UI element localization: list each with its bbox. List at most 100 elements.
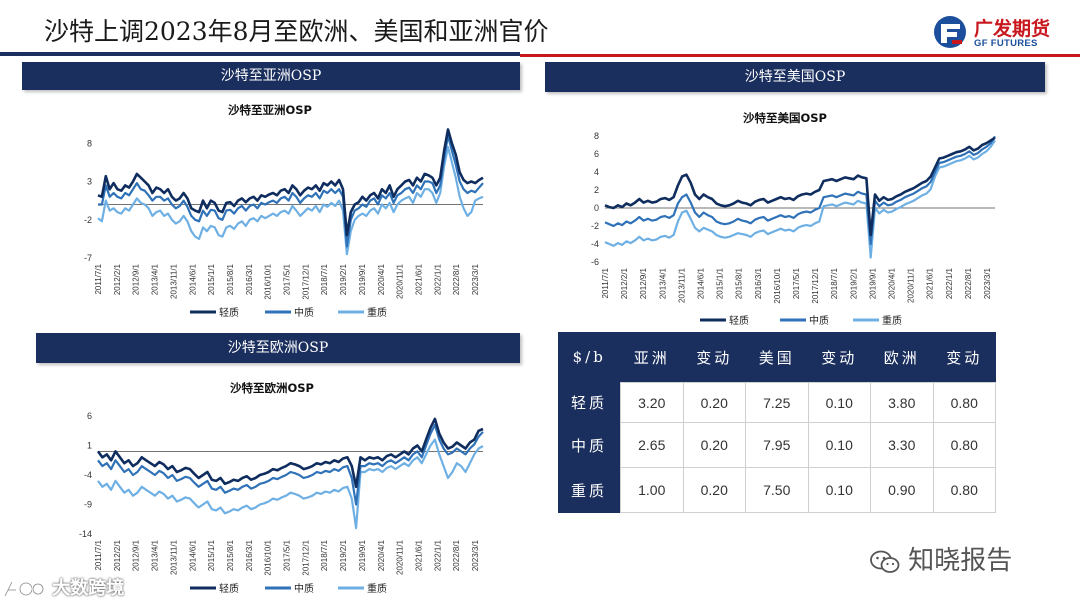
series-line-heavy xyxy=(97,438,484,530)
x-tick-label: 2022/1/1 xyxy=(945,267,954,299)
x-tick-label: 2014/6/1 xyxy=(188,263,197,295)
x-tick-label: 2017/5/1 xyxy=(792,267,801,299)
x-tick-label: 2016/10/1 xyxy=(264,539,273,575)
x-tick-label: 2016/3/1 xyxy=(245,539,254,571)
x-tick-label: 2012/9/1 xyxy=(132,539,141,571)
x-tick-label: 2021/6/1 xyxy=(414,539,423,571)
y-tick-label: 6 xyxy=(87,411,92,421)
dashu-logo-icon xyxy=(3,580,45,598)
logo-text-cn: 广发期货 xyxy=(974,18,1051,40)
series-line-light xyxy=(96,417,484,489)
table-header-row: $/b 亚洲 变动 美国 变动 欧洲 变动 xyxy=(558,332,996,383)
table-header-europe: 欧洲 xyxy=(870,332,933,383)
y-tick-label: -4 xyxy=(84,470,92,480)
x-tick-label: 2023/3/1 xyxy=(983,267,992,299)
x-tick-label: 2016/3/1 xyxy=(245,263,254,295)
x-tick-label: 2018/7/1 xyxy=(320,539,329,571)
x-tick-label: 2017/5/1 xyxy=(283,539,292,571)
table-cell: 1.00 xyxy=(620,467,684,513)
x-tick-label: 2022/1/1 xyxy=(433,539,442,571)
x-tick-label: 2020/11/1 xyxy=(396,263,405,299)
table-row-heavy: 重质 1.00 0.20 7.50 0.10 0.90 0.80 xyxy=(558,467,996,513)
table-header-asia: 亚洲 xyxy=(620,332,683,383)
table-header-change: 变动 xyxy=(933,332,996,383)
y-tick-label: -2 xyxy=(591,221,599,231)
x-tick-label: 2016/10/1 xyxy=(773,267,782,303)
company-logo: 广发期货 GF FUTURES xyxy=(930,12,1065,52)
watermark-zhixiao-text: 知晓报告 xyxy=(908,546,1013,576)
table-cell: 7.25 xyxy=(745,382,809,423)
series-line-medium xyxy=(604,135,996,246)
legend-label-medium: 中质 xyxy=(809,314,829,327)
chart-europe: -14 -9 -4 1 6 2011/7/1 2012/2/1 2012/9/1 2013/4/… xyxy=(79,411,484,595)
chart-title-us: 沙特至美国OSP xyxy=(743,111,827,125)
x-tick-label: 2019/9/1 xyxy=(358,539,367,571)
x-tick-label: 2016/3/1 xyxy=(754,267,763,299)
x-tick-label: 2022/8/1 xyxy=(452,263,461,295)
x-tick-label: 2023/3/1 xyxy=(471,539,480,571)
section-band-europe: 沙特至欧洲OSP xyxy=(36,333,520,363)
x-tick-label: 2011/7/1 xyxy=(601,267,610,298)
x-tick-label: 2013/4/1 xyxy=(151,263,160,295)
y-tick-label: -14 xyxy=(79,529,92,539)
x-tick-label: 2021/6/1 xyxy=(926,267,935,299)
table-cell: 7.95 xyxy=(745,422,809,468)
series-line-light xyxy=(97,128,484,237)
x-tick-label: 2014/6/1 xyxy=(188,539,197,571)
price-table: $/b 亚洲 变动 美国 变动 欧洲 变动 轻质 3.20 0.20 7.25 … xyxy=(558,332,996,513)
x-tick-label: 2021/6/1 xyxy=(414,263,423,295)
x-tick-label: 2011/7/1 xyxy=(94,539,103,570)
table-cell: 7.50 xyxy=(745,467,809,513)
series-line-heavy xyxy=(604,139,996,259)
series-line-heavy xyxy=(97,146,484,256)
y-tick-label: 3 xyxy=(87,177,92,187)
x-tick-label: 2017/12/1 xyxy=(301,263,310,299)
y-tick-label: 2 xyxy=(594,185,599,195)
table-row-light: 轻质 3.20 0.20 7.25 0.10 3.80 0.80 xyxy=(558,382,996,423)
section-band-asia: 沙特至亚洲OSP xyxy=(22,62,520,90)
y-tick-label: -6 xyxy=(591,257,599,267)
legend-label-heavy: 重质 xyxy=(367,582,387,595)
x-tick-label: 2020/11/1 xyxy=(907,267,916,303)
x-tick-label: 2014/6/1 xyxy=(697,267,706,299)
table-cell: 3.20 xyxy=(620,382,684,423)
x-tick-label: 2019/9/1 xyxy=(868,267,877,299)
legend-label-medium: 中质 xyxy=(294,582,314,595)
x-tick-label: 2015/1/1 xyxy=(207,539,216,571)
table-header-change: 变动 xyxy=(808,332,871,383)
legend-label-light: 轻质 xyxy=(219,306,239,319)
watermark-dashu-text: 大数跨境 xyxy=(52,578,125,599)
legend-label-heavy: 重质 xyxy=(882,314,902,327)
series-line-medium xyxy=(98,134,484,248)
x-tick-label: 2012/9/1 xyxy=(639,267,648,299)
x-tick-label: 2015/1/1 xyxy=(207,263,216,295)
x-tick-label: 2018/7/1 xyxy=(830,267,839,299)
x-tick-label: 2018/7/1 xyxy=(320,263,329,295)
table-cell: 0.20 xyxy=(682,382,746,423)
x-tick-label: 2019/9/1 xyxy=(358,263,367,295)
watermark-dashu: 大数跨境 xyxy=(2,574,124,600)
table-cell: 0.90 xyxy=(870,467,934,513)
table-cell: 0.80 xyxy=(932,467,996,513)
x-tick-label: 2011/7/1 xyxy=(94,263,103,294)
table-row-medium: 中质 2.65 0.20 7.95 0.10 3.30 0.80 xyxy=(558,422,996,468)
slide-title: 沙特上调2023年8月至欧洲、美国和亚洲官价 xyxy=(44,17,549,46)
x-tick-label: 2017/12/1 xyxy=(811,267,820,303)
x-tick-label: 2015/1/1 xyxy=(716,267,725,299)
x-tick-label: 2012/2/1 xyxy=(113,539,122,571)
y-tick-label: 8 xyxy=(594,131,599,141)
y-tick-label: -7 xyxy=(84,253,92,263)
row-label-heavy: 重质 xyxy=(558,467,621,513)
chart-asia: -7 -2 3 8 2011/7/1 2012/2/1 2012/9/1 2013/4/1 20… xyxy=(84,128,484,319)
x-tick-label: 2020/4/1 xyxy=(377,263,386,295)
x-tick-label: 2012/9/1 xyxy=(132,263,141,295)
row-label-medium: 中质 xyxy=(558,422,621,468)
legend-label-light: 轻质 xyxy=(219,582,239,595)
x-tick-label: 2015/8/1 xyxy=(226,539,235,571)
y-tick-label: 6 xyxy=(594,149,599,159)
x-tick-label: 2020/11/1 xyxy=(396,539,405,575)
y-tick-label: 8 xyxy=(87,138,92,148)
x-tick-label: 2020/4/1 xyxy=(377,539,386,571)
table-cell: 0.10 xyxy=(807,422,871,468)
header-divider-blue xyxy=(0,52,520,56)
